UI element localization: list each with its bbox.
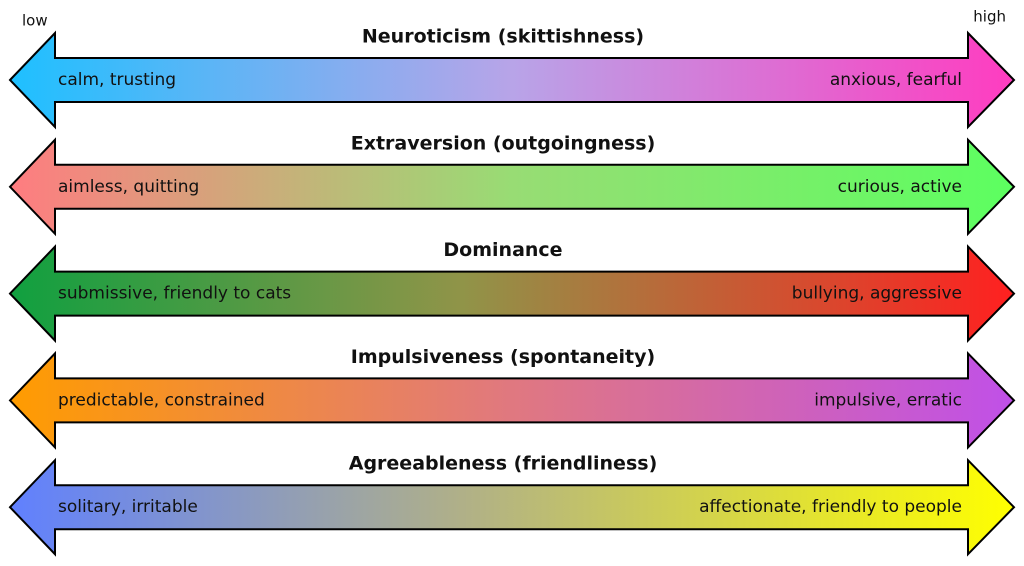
high-description: impulsive, erratic bbox=[814, 390, 962, 410]
trait-title: Neuroticism (skittishness) bbox=[362, 26, 644, 48]
double-arrow bbox=[8, 137, 1016, 237]
double-arrow bbox=[8, 457, 1016, 557]
trait-title: Impulsiveness (spontaneity) bbox=[351, 346, 655, 368]
trait-title: Extraversion (outgoingness) bbox=[351, 132, 656, 154]
high-label: high bbox=[973, 8, 1006, 26]
low-description: aimless, quitting bbox=[58, 177, 199, 197]
trait-title: Dominance bbox=[443, 239, 562, 261]
high-description: curious, active bbox=[838, 177, 962, 197]
high-description: affectionate, friendly to people bbox=[699, 497, 962, 517]
low-label: low bbox=[22, 12, 48, 30]
low-description: calm, trusting bbox=[58, 70, 176, 90]
double-arrow bbox=[8, 244, 1016, 344]
low-description: submissive, friendly to cats bbox=[58, 284, 291, 304]
double-arrow bbox=[8, 350, 1016, 450]
high-description: bullying, aggressive bbox=[792, 284, 962, 304]
high-description: anxious, fearful bbox=[830, 70, 962, 90]
low-description: solitary, irritable bbox=[58, 497, 198, 517]
low-description: predictable, constrained bbox=[58, 390, 265, 410]
trait-title: Agreeableness (friendliness) bbox=[349, 453, 658, 475]
double-arrow bbox=[8, 30, 1016, 130]
